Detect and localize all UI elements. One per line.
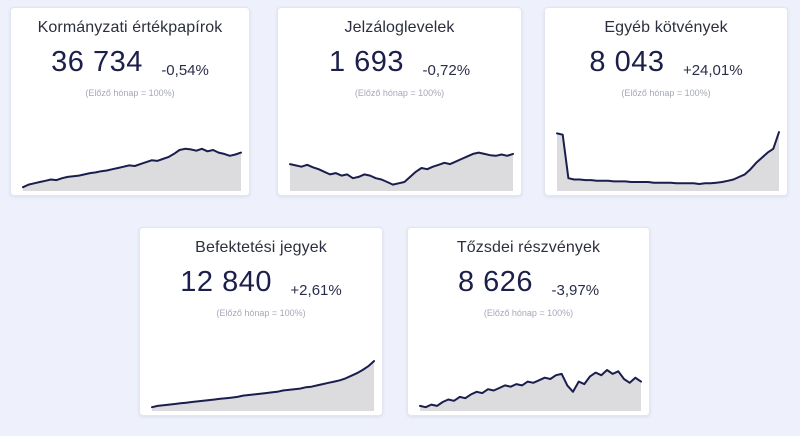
sparkline-line bbox=[556, 131, 780, 185]
card-note: (Előző hónap = 100%) bbox=[85, 88, 175, 98]
metric-value: 1 693 bbox=[328, 46, 405, 78]
card-note: (Előző hónap = 100%) bbox=[216, 308, 306, 318]
card-note: (Előző hónap = 100%) bbox=[621, 88, 711, 98]
sparkline-line bbox=[289, 151, 514, 186]
sparkline-line bbox=[22, 147, 242, 189]
card-title: Jelzáloglevelek bbox=[344, 19, 455, 36]
metric-change: +2,61% bbox=[290, 282, 342, 299]
sparkline-chart bbox=[419, 369, 642, 411]
metric-value: 8 626 bbox=[457, 266, 534, 298]
card-note: (Előző hónap = 100%) bbox=[483, 308, 574, 318]
card-title: Kormányzati értékpapírok bbox=[37, 19, 223, 36]
card-jelzaloglevelek: Jelzáloglevelek 1 693 -0,72% (Előző hóna… bbox=[277, 7, 522, 196]
card-tozsdei-reszvenyek: Tőzsdei részvények 8 626 -3,97% (Előző h… bbox=[407, 227, 650, 416]
sparkline-area bbox=[420, 370, 641, 411]
sparkline-area bbox=[290, 152, 513, 191]
sparkline-line bbox=[151, 360, 375, 409]
metric-row: 12 840 +2,61% bbox=[140, 266, 382, 299]
metric-row: 8 626 -3,97% bbox=[408, 266, 649, 299]
sparkline-area bbox=[557, 132, 779, 191]
metric-row: 8 043 +24,01% bbox=[545, 46, 787, 79]
card-befektetesi-jegyek: Befektetési jegyek 12 840 +2,61% (Előző … bbox=[139, 227, 383, 416]
metric-change: -0,54% bbox=[161, 62, 209, 79]
card-title: Egyéb kötvények bbox=[604, 19, 728, 36]
metric-value: 8 043 bbox=[589, 46, 665, 78]
metric-change: -0,72% bbox=[422, 62, 471, 79]
card-egyeb-kotvenyek: Egyéb kötvények 8 043 +24,01% (Előző hón… bbox=[544, 7, 788, 196]
card-kormanyzati-ertekpapirok: Kormányzati értékpapírok 36 734 -0,54% (… bbox=[10, 7, 250, 196]
sparkline-area bbox=[23, 148, 241, 191]
card-title: Befektetési jegyek bbox=[195, 239, 327, 256]
metric-value: 36 734 bbox=[51, 46, 143, 78]
metric-row: 36 734 -0,54% bbox=[11, 46, 249, 79]
sparkline-line bbox=[419, 369, 642, 409]
metric-row: 1 693 -0,72% bbox=[278, 46, 521, 79]
card-title: Tőzsdei részvények bbox=[456, 239, 601, 256]
sparkline-area bbox=[152, 361, 374, 411]
metric-change: -3,97% bbox=[551, 282, 600, 299]
sparkline-chart bbox=[556, 131, 780, 191]
sparkline-chart bbox=[22, 147, 242, 191]
metric-change: +24,01% bbox=[682, 62, 743, 79]
card-note: (Előző hónap = 100%) bbox=[354, 88, 445, 98]
metric-value: 12 840 bbox=[180, 266, 272, 298]
sparkline-chart bbox=[151, 360, 375, 411]
sparkline-chart bbox=[289, 151, 514, 191]
